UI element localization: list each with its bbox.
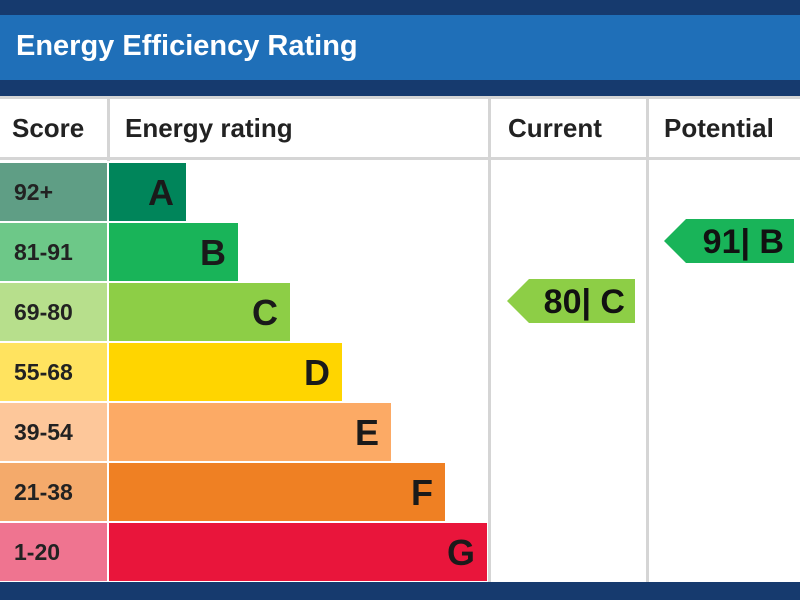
band-bar-g: G xyxy=(109,523,487,581)
band-bar-e: E xyxy=(109,403,391,461)
band-score-a: 92+ xyxy=(0,163,107,221)
header-score: Score xyxy=(12,113,85,143)
band-bar-d: D xyxy=(109,343,342,401)
band-score-e: 39-54 xyxy=(0,403,107,461)
band-bar-b: B xyxy=(109,223,238,281)
header-current: Current xyxy=(508,113,602,143)
rating-table: Score Energy rating Current Potential 92… xyxy=(0,96,800,585)
band-score-b: 81-91 xyxy=(0,223,107,281)
band-score-g: 1-20 xyxy=(0,523,107,581)
band-score-f: 21-38 xyxy=(0,463,107,521)
header-potential: Potential xyxy=(664,113,774,143)
header-divider xyxy=(0,157,800,160)
band-bar-c: C xyxy=(109,283,290,341)
band-bar-a: A xyxy=(109,163,186,221)
column-divider-current xyxy=(488,99,491,585)
potential-rating-indicator: 91| B xyxy=(664,219,794,263)
band-bar-f: F xyxy=(109,463,445,521)
column-divider-score xyxy=(107,99,110,161)
chart-title: Energy Efficiency Rating xyxy=(0,15,800,80)
current-rating-indicator: 80| C xyxy=(507,279,635,323)
band-score-c: 69-80 xyxy=(0,283,107,341)
header-energy-rating: Energy rating xyxy=(125,113,293,143)
footer-bar xyxy=(0,582,800,600)
column-divider-potential xyxy=(646,99,649,585)
band-score-d: 55-68 xyxy=(0,343,107,401)
